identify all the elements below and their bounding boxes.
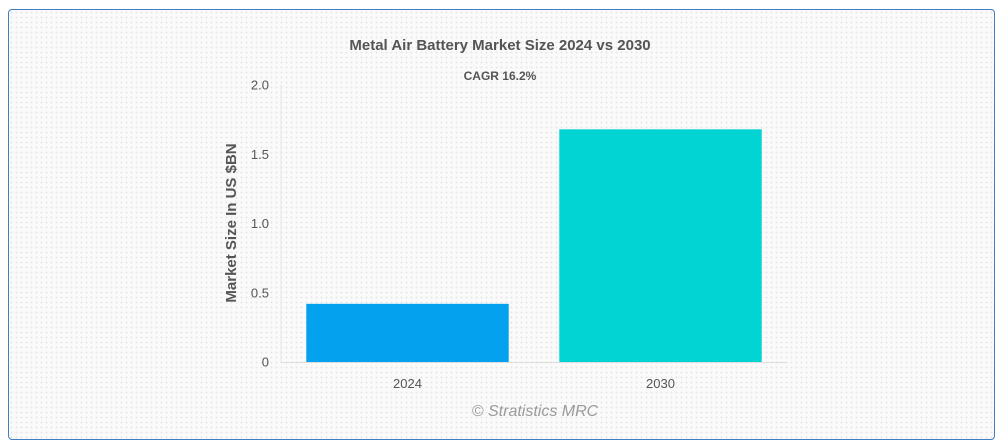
y-tick-label: 1.0 [251,216,269,231]
y-axis-ticks: 0 0.5 1.0 1.5 2.0 [251,78,269,370]
bars [306,129,762,362]
chart-subtitle: CAGR 16.2% [464,69,537,83]
x-tick-label: 2030 [646,376,675,391]
chart-frame [8,9,995,440]
y-axis-label: Market Size In US $BN [223,143,240,302]
bar-2030[interactable] [559,129,762,362]
x-axis-ticks: 2024 2030 [393,376,675,391]
bar-2024[interactable] [306,303,509,362]
y-tick-label: 1.5 [251,147,269,162]
y-tick-label: 2.0 [251,78,269,93]
x-tick-label: 2024 [393,376,422,391]
credit-watermark: © Stratistics MRC [472,403,599,420]
y-tick-label: 0.5 [251,285,269,300]
y-tick-label: 0 [262,355,269,370]
chart-title: Metal Air Battery Market Size 2024 vs 20… [349,37,650,54]
